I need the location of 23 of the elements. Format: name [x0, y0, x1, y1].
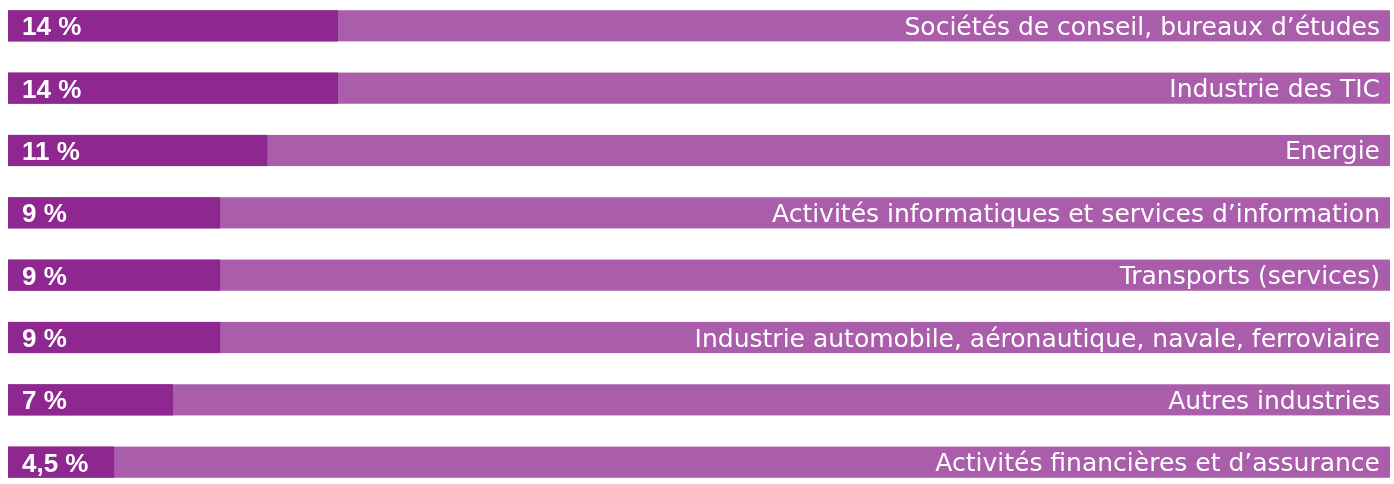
data-label: 14 %	[22, 11, 82, 42]
bar	[8, 321, 221, 354]
y-tick-label: Energie	[1284, 136, 1380, 166]
y-tick-label: Activités informatiques et services d’information	[771, 198, 1380, 228]
bar	[8, 72, 338, 104]
y-tick-label: Industrie des TIC	[1169, 74, 1380, 104]
data-label: 7 %	[22, 385, 67, 416]
bar	[8, 259, 221, 291]
bar	[8, 197, 221, 229]
data-label: 9 %	[22, 260, 67, 291]
y-tick-label: Activités financières et d’assurance	[935, 448, 1380, 478]
data-label: 9 %	[22, 198, 67, 229]
bar	[8, 134, 268, 167]
y-tick-label: Sociétés de conseil, bureaux d’études	[904, 11, 1380, 41]
y-tick-label: Industrie automobile, aéronautique, navale, ferroviaire	[694, 323, 1380, 353]
data-label: 9 %	[22, 322, 67, 353]
y-tick-label: Transports (services)	[1118, 261, 1380, 291]
y-tick-label: Autres industries	[1168, 385, 1380, 415]
bar	[8, 384, 173, 416]
data-label: 4,5 %	[22, 447, 89, 478]
bar	[8, 10, 338, 42]
data-label: 14 %	[22, 73, 82, 104]
data-label: 11 %	[22, 135, 80, 166]
